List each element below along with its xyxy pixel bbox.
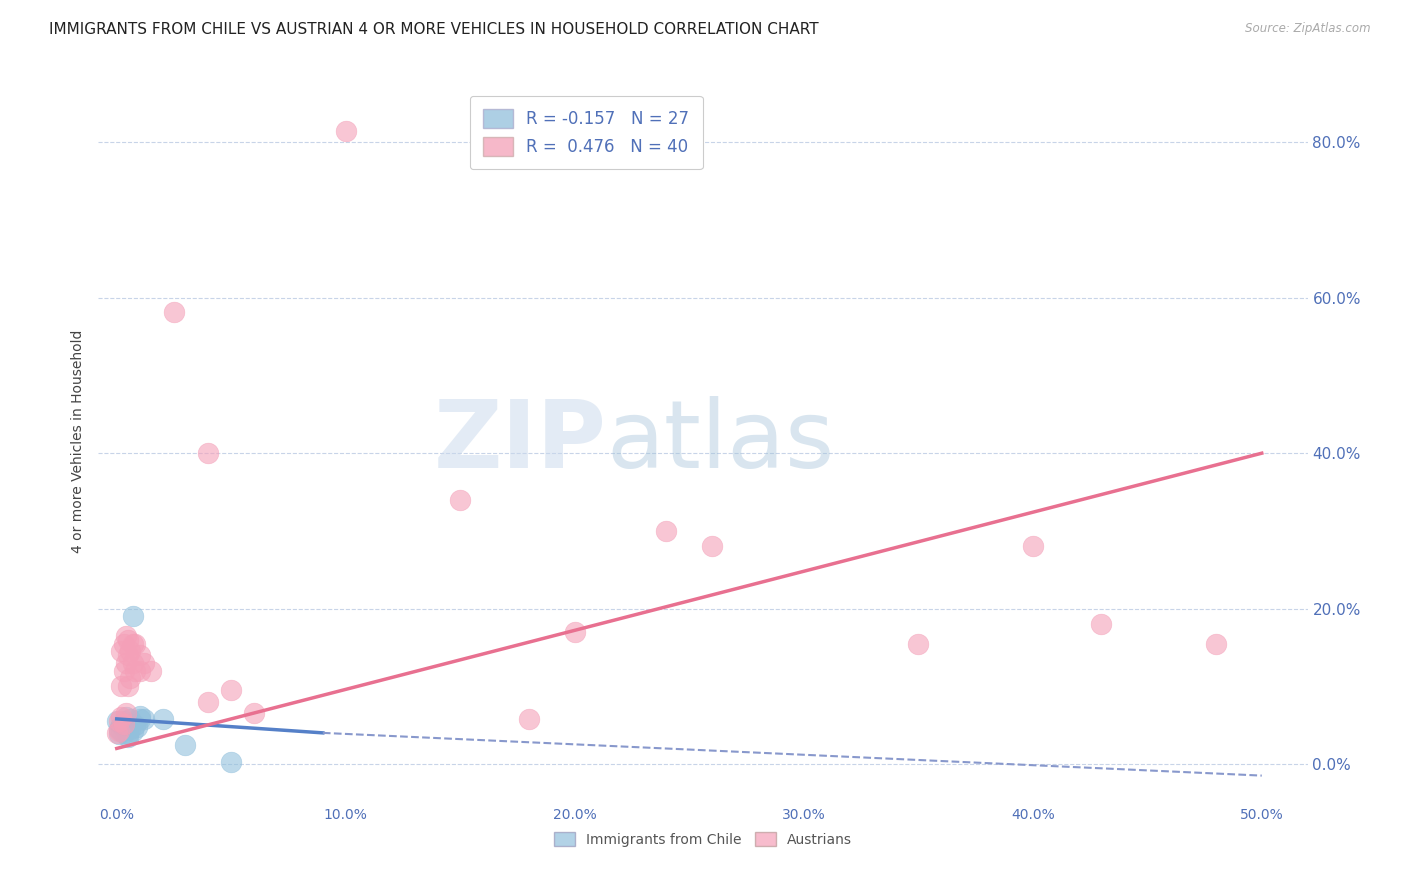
Point [124, 636, 146, 650]
Point [117, 730, 139, 744]
Point [128, 664, 150, 678]
Point [128, 712, 150, 726]
Point [197, 695, 219, 709]
Point [115, 716, 138, 731]
Point [163, 305, 186, 319]
Point [219, 683, 242, 698]
Point [117, 632, 139, 647]
Point [117, 720, 139, 734]
Point [115, 656, 138, 670]
Point [108, 727, 131, 741]
Y-axis label: 4 or more Vehicles in Household: 4 or more Vehicles in Household [72, 330, 86, 553]
Point [219, 755, 242, 769]
Legend: Immigrants from Chile, Austrians: Immigrants from Chile, Austrians [547, 825, 859, 854]
Point [112, 720, 135, 734]
Point [121, 724, 143, 739]
Point [134, 712, 156, 726]
Point [120, 672, 142, 686]
Point [112, 726, 135, 740]
Point [1022, 540, 1045, 554]
Point [197, 446, 219, 460]
Point [121, 636, 143, 650]
Text: Source: ZipAtlas.com: Source: ZipAtlas.com [1246, 22, 1371, 36]
Point [1090, 617, 1112, 632]
Point [112, 714, 135, 729]
Point [655, 524, 678, 538]
Point [243, 706, 266, 721]
Point [105, 714, 128, 729]
Text: ZIP: ZIP [433, 395, 606, 488]
Point [117, 648, 139, 663]
Point [335, 124, 357, 138]
Point [110, 724, 132, 739]
Point [120, 716, 142, 731]
Point [449, 492, 471, 507]
Point [139, 664, 162, 678]
Point [117, 679, 139, 693]
Point [105, 726, 128, 740]
Point [120, 644, 142, 658]
Point [120, 722, 142, 736]
Point [517, 712, 540, 726]
Point [112, 716, 135, 731]
Point [110, 644, 132, 658]
Point [702, 540, 724, 554]
Point [152, 712, 174, 726]
Point [110, 710, 132, 724]
Point [115, 706, 138, 721]
Point [124, 718, 146, 732]
Point [564, 624, 586, 639]
Point [108, 714, 131, 729]
Point [124, 664, 146, 678]
Point [120, 712, 142, 726]
Point [115, 710, 138, 724]
Point [174, 738, 197, 752]
Point [127, 720, 149, 734]
Text: IMMIGRANTS FROM CHILE VS AUSTRIAN 4 OR MORE VEHICLES IN HOUSEHOLD CORRELATION CH: IMMIGRANTS FROM CHILE VS AUSTRIAN 4 OR M… [49, 22, 818, 37]
Point [121, 656, 143, 670]
Point [112, 636, 135, 650]
Point [115, 629, 138, 643]
Point [110, 679, 132, 693]
Point [128, 648, 150, 663]
Text: atlas: atlas [606, 395, 835, 488]
Point [115, 722, 138, 736]
Point [134, 656, 156, 670]
Point [128, 708, 150, 723]
Point [112, 664, 135, 678]
Point [110, 718, 132, 732]
Point [108, 724, 131, 739]
Point [117, 727, 139, 741]
Point [907, 636, 929, 650]
Point [1205, 636, 1227, 650]
Point [108, 722, 131, 736]
Point [121, 609, 143, 624]
